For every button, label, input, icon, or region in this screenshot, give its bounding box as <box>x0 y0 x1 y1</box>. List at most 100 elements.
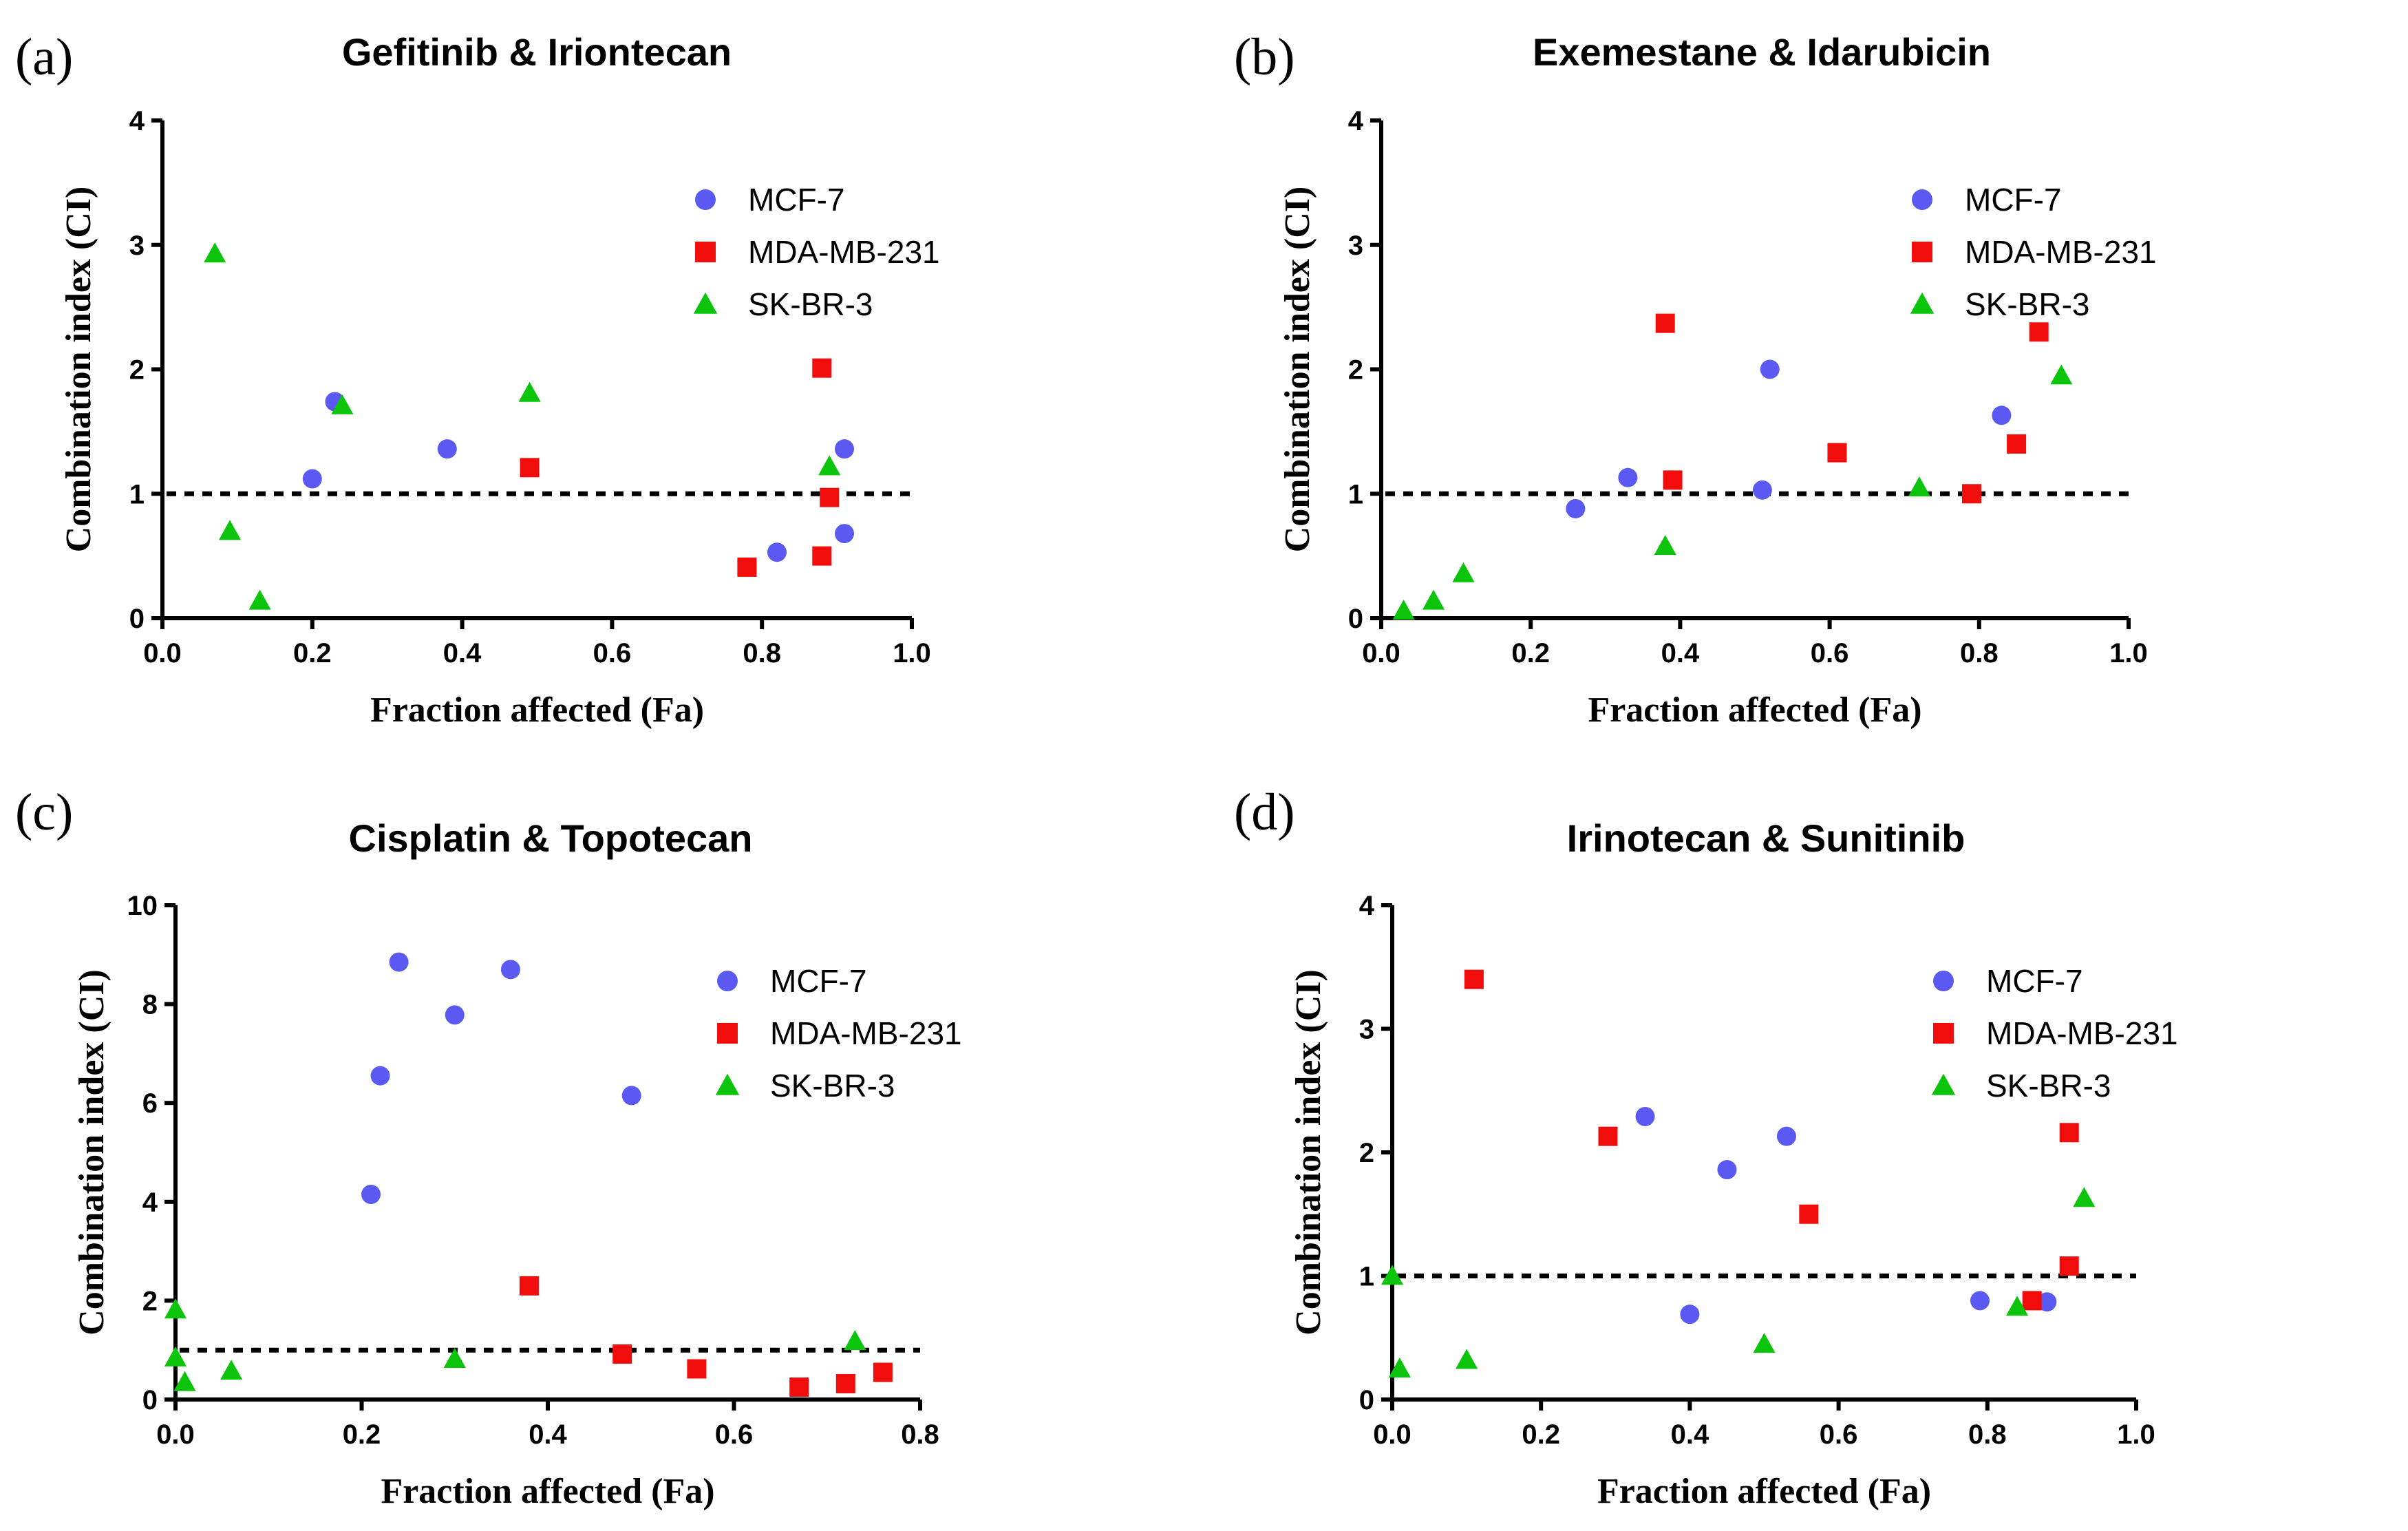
data-point <box>164 1346 187 1366</box>
y-axis-label: Combination index (CI) <box>59 187 98 553</box>
y-tick-label: 10 <box>127 891 158 921</box>
y-tick-label: 0 <box>142 1385 158 1415</box>
data-point <box>1654 535 1676 556</box>
y-tick-label: 8 <box>142 990 158 1020</box>
y-tick-label: 4 <box>142 1187 158 1218</box>
data-point <box>302 469 322 489</box>
data-point <box>248 589 271 610</box>
y-axis-label: Combination index (CI) <box>72 969 111 1335</box>
data-point <box>1392 600 1415 620</box>
data-point <box>1388 1358 1411 1378</box>
panel-letter: (b) <box>1234 28 1295 86</box>
data-point <box>520 458 540 478</box>
chart-title: Cisplatin & Topotecan <box>349 816 753 860</box>
y-tick-label: 6 <box>142 1088 158 1119</box>
data-point <box>1799 1204 1819 1224</box>
data-point <box>737 557 757 577</box>
y-tick-label: 1 <box>1359 1262 1374 1292</box>
y-tick-label: 3 <box>129 231 145 261</box>
y-tick-label: 4 <box>129 106 145 136</box>
legend-label: MCF-7 <box>1965 182 2062 218</box>
x-tick-label: 0.8 <box>1968 1419 2007 1450</box>
x-tick-label: 1.0 <box>893 638 931 668</box>
data-point <box>687 1359 707 1379</box>
data-point <box>519 1276 539 1296</box>
data-point <box>220 1360 243 1380</box>
data-point <box>1422 589 1445 610</box>
chart-title: Exemestane & Idarubicin <box>1533 30 1991 74</box>
data-point <box>873 1362 893 1382</box>
data-point <box>1717 1160 1737 1180</box>
x-axis-label: Fraction affected (Fa) <box>381 1472 714 1511</box>
data-point <box>2059 1123 2079 1143</box>
y-tick-label: 2 <box>142 1286 158 1316</box>
data-point <box>331 394 354 414</box>
legend-label: MDA-MB-231 <box>770 1015 962 1051</box>
data-point <box>1635 1106 1655 1126</box>
data-point <box>443 1348 466 1369</box>
data-point <box>500 960 520 980</box>
x-tick-label: 0.6 <box>593 638 632 668</box>
panel-letter: (a) <box>15 28 73 86</box>
x-tick-label: 0.4 <box>1661 638 1700 668</box>
x-tick-label: 0.4 <box>443 638 482 668</box>
legend-marker-icon <box>1933 1023 1954 1044</box>
x-tick-label: 0.0 <box>1362 638 1400 668</box>
panel-letter: (c) <box>15 783 73 841</box>
legend-label: SK-BR-3 <box>770 1068 895 1104</box>
y-tick-label: 3 <box>1348 231 1363 261</box>
legend-marker-icon <box>715 1073 740 1095</box>
legend-label: MDA-MB-231 <box>748 234 940 270</box>
y-tick-label: 2 <box>1359 1138 1374 1168</box>
data-point <box>389 952 409 972</box>
data-point <box>767 542 787 562</box>
data-point <box>361 1185 381 1205</box>
legend-label: MDA-MB-231 <box>1965 234 2157 270</box>
y-tick-label: 0 <box>1359 1385 1374 1415</box>
data-point <box>2073 1187 2096 1207</box>
y-tick-label: 4 <box>1359 891 1375 921</box>
data-point <box>612 1344 632 1364</box>
data-point <box>2005 1296 2029 1316</box>
y-tick-label: 0 <box>129 604 145 634</box>
x-tick-label: 0.6 <box>715 1419 754 1450</box>
x-tick-label: 0.2 <box>1522 1419 1560 1450</box>
data-point <box>1760 359 1780 379</box>
legend-marker-icon <box>1910 292 1935 314</box>
x-tick-label: 1.0 <box>2117 1419 2155 1450</box>
legend: MCF-7 MDA-MB-231 SK-BR-3 <box>1910 182 2157 322</box>
legend: MCF-7 MDA-MB-231 SK-BR-3 <box>715 963 962 1104</box>
chart-panel-3: (c) Cisplatin & Topotecan 0 2 4 6 8 10 0.0 0.2 0.4… <box>15 783 962 1511</box>
panel-letter: (d) <box>1234 783 1295 841</box>
data-point <box>1618 467 1638 487</box>
y-tick-label: 1 <box>1348 479 1363 509</box>
y-tick-label: 0 <box>1348 604 1363 634</box>
x-axis-label: Fraction affected (Fa) <box>1597 1472 1931 1511</box>
data-point <box>1381 1265 1404 1285</box>
legend-marker-icon <box>695 189 716 210</box>
data-point <box>1655 313 1675 333</box>
data-point <box>812 358 832 378</box>
y-tick-label: 2 <box>129 355 145 386</box>
chart-panel-4: (d) Irinotecan & Sunitinib 0 1 2 3 4 0.0 0.2 0.4 0… <box>1234 783 2178 1511</box>
data-point <box>2059 1256 2079 1276</box>
data-point <box>1970 1291 1990 1311</box>
legend-label: MDA-MB-231 <box>1986 1015 2178 1051</box>
data-point <box>835 1374 855 1394</box>
legend-marker-icon <box>717 1023 738 1044</box>
data-point <box>218 520 242 540</box>
legend-label: MCF-7 <box>1986 963 2083 999</box>
data-point <box>2050 364 2073 385</box>
chart-title: Irinotecan & Sunitinib <box>1567 816 1965 860</box>
data-point <box>173 1371 196 1391</box>
x-tick-label: 0.2 <box>343 1419 381 1450</box>
data-point <box>621 1086 641 1106</box>
y-tick-label: 4 <box>1348 106 1364 136</box>
data-point <box>2007 434 2027 454</box>
data-point <box>204 242 226 263</box>
legend-label: SK-BR-3 <box>1965 286 2089 322</box>
x-tick-label: 0.6 <box>1811 638 1849 668</box>
legend-marker-icon <box>693 292 718 314</box>
data-point <box>1464 969 1484 989</box>
legend-marker-icon <box>717 971 738 991</box>
